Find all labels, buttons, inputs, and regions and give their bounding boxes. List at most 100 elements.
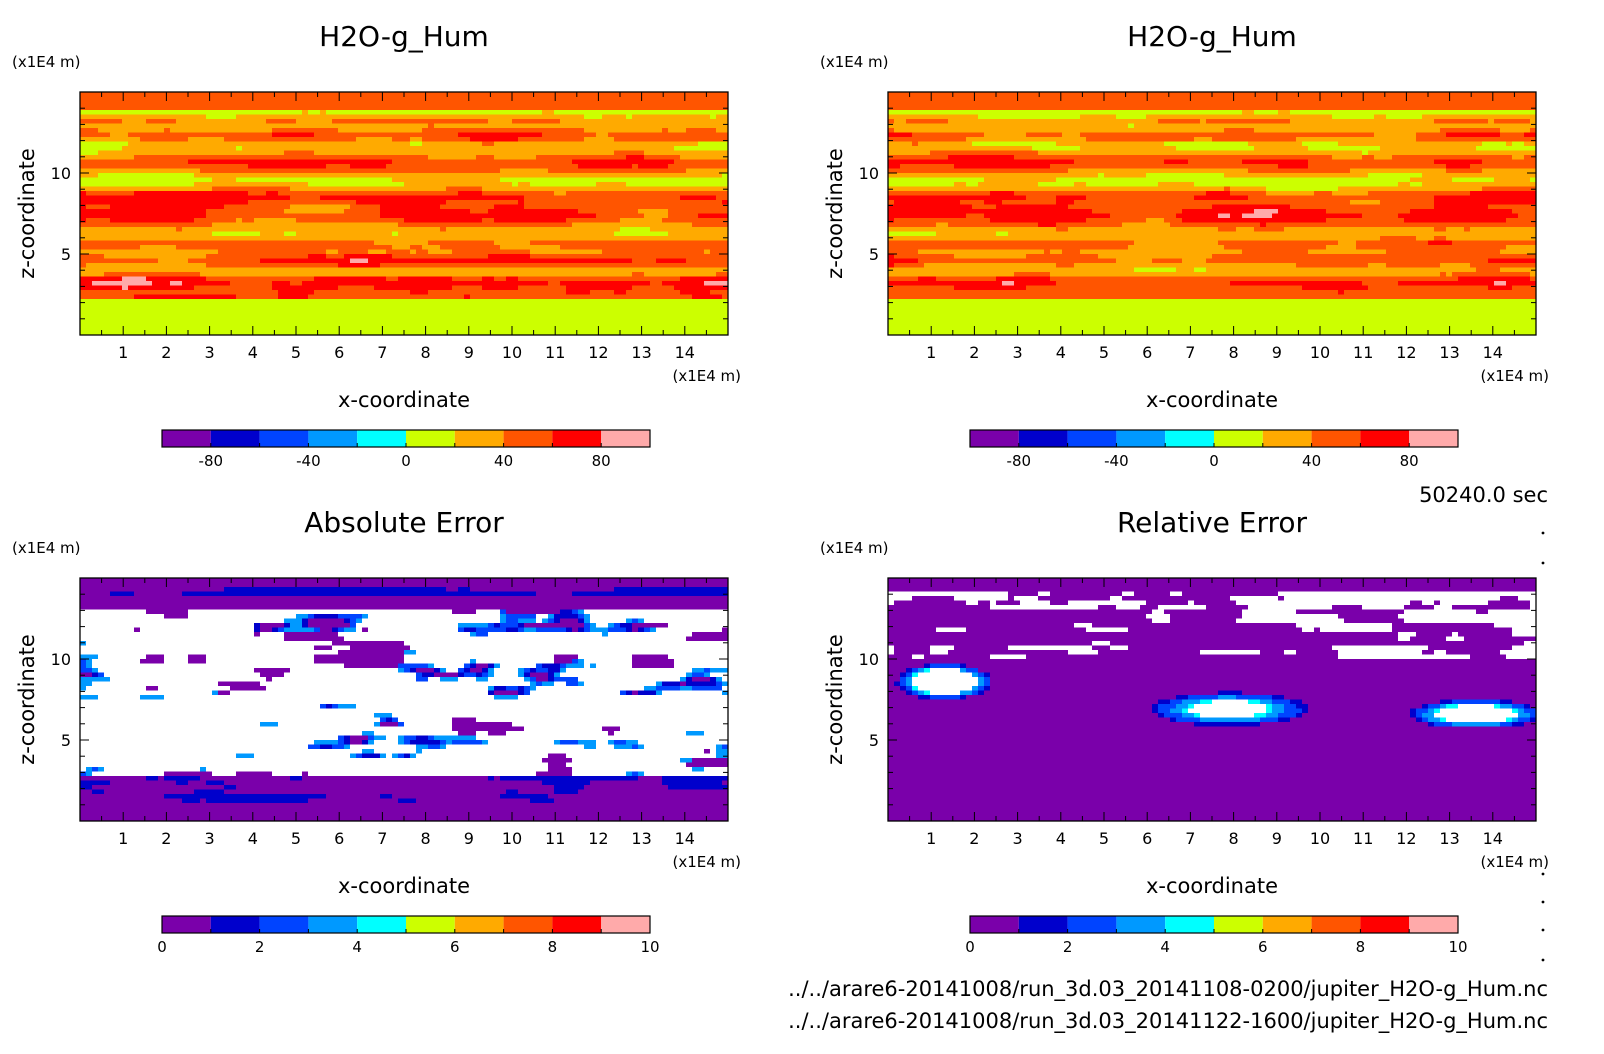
heatmap-cell (572, 209, 579, 215)
heatmap-cell (380, 114, 387, 120)
heatmap-cell (602, 110, 609, 116)
heatmap-cell (626, 222, 633, 228)
heatmap-cell (626, 290, 633, 296)
heatmap-cell (248, 92, 255, 98)
heatmap-cell (302, 186, 309, 192)
heatmap-cell (398, 227, 405, 233)
heatmap-cell (140, 101, 147, 107)
heatmap-cell (224, 276, 231, 282)
heatmap-cell (482, 168, 489, 174)
heatmap-cell (470, 222, 477, 228)
heatmap-cell (476, 258, 483, 264)
heatmap-cell (512, 182, 519, 188)
heatmap-cell (470, 182, 477, 188)
heatmap-cell (596, 92, 603, 98)
heatmap-cell (410, 114, 417, 120)
heatmap-cell (416, 128, 423, 134)
heatmap-cell (362, 146, 369, 152)
heatmap-cell (644, 168, 651, 174)
heatmap-cell (194, 218, 201, 224)
heatmap-cell (614, 285, 621, 291)
heatmap-cell (284, 141, 291, 147)
heatmap-cell (104, 209, 111, 215)
heatmap-cell (584, 272, 591, 278)
heatmap-cell (98, 290, 105, 296)
heatmap-cell (248, 164, 255, 170)
heatmap-cell (206, 132, 213, 138)
heatmap-cell (458, 200, 465, 206)
heatmap-cell (170, 155, 177, 161)
heatmap-cell (620, 227, 627, 233)
heatmap-cell (722, 276, 728, 282)
heatmap-cell (266, 114, 273, 120)
heatmap-cell (140, 204, 147, 210)
heatmap-cell (236, 231, 243, 237)
heatmap-cell (176, 294, 183, 300)
heatmap-cell (236, 236, 243, 242)
heatmap-cell (524, 195, 531, 201)
heatmap-cell (620, 141, 627, 147)
heatmap-cell (512, 173, 519, 179)
heatmap-cell (536, 96, 543, 102)
heatmap-cell (458, 191, 465, 197)
heatmap-cell (470, 137, 477, 143)
heatmap-cell (386, 231, 393, 237)
heatmap-cell (578, 240, 585, 246)
heatmap-cell (482, 128, 489, 134)
heatmap-cell (218, 204, 225, 210)
heatmap-cell (188, 177, 195, 183)
heatmap-cell (416, 227, 423, 233)
heatmap-cell (482, 173, 489, 179)
heatmap-cell (218, 231, 225, 237)
heatmap-cell (482, 204, 489, 210)
heatmap-cell (200, 258, 207, 264)
heatmap-cell (506, 128, 513, 134)
heatmap-cell (668, 123, 675, 129)
heatmap-cell (422, 236, 429, 242)
heatmap-cell (518, 281, 525, 287)
heatmap-cell (398, 222, 405, 228)
heatmap-cell (164, 294, 171, 300)
heatmap-cell (668, 222, 675, 228)
heatmap-cell (536, 222, 543, 228)
heatmap-cell (590, 276, 597, 282)
heatmap-cell (722, 231, 728, 237)
heatmap-cell (656, 177, 663, 183)
heatmap-cell (392, 96, 399, 102)
heatmap-cell (332, 128, 339, 134)
heatmap-cell (374, 204, 381, 210)
heatmap-cell (560, 177, 567, 183)
heatmap-cell (230, 105, 237, 111)
heatmap-cell (398, 195, 405, 201)
heatmap-cell (320, 114, 327, 120)
heatmap-cell (182, 132, 189, 138)
heatmap-cell (710, 146, 717, 152)
heatmap-cell (524, 200, 531, 206)
heatmap-cell (302, 137, 309, 143)
heatmap-cell (440, 240, 447, 246)
heatmap-cell (668, 245, 675, 251)
heatmap-cell (518, 155, 525, 161)
heatmap-cell (290, 227, 297, 233)
heatmap-cell (506, 272, 513, 278)
heatmap-cell (608, 294, 615, 300)
heatmap-cell (206, 285, 213, 291)
heatmap-cell (212, 182, 219, 188)
heatmap-cell (380, 227, 387, 233)
heatmap-cell (512, 191, 519, 197)
heatmap-cell (314, 191, 321, 197)
heatmap-cell (530, 281, 537, 287)
heatmap-cell (440, 186, 447, 192)
heatmap-cell (146, 168, 153, 174)
heatmap-cell (248, 218, 255, 224)
heatmap-cell (170, 249, 177, 255)
heatmap-cell (704, 222, 711, 228)
heatmap-cell (338, 209, 345, 215)
heatmap-cell (524, 141, 531, 147)
heatmap-cell (158, 128, 165, 134)
heatmap-cell (428, 236, 435, 242)
heatmap-cell (716, 290, 723, 296)
heatmap-cell (710, 231, 717, 237)
heatmap-cell (236, 299, 243, 305)
heatmap-cell (416, 159, 423, 165)
